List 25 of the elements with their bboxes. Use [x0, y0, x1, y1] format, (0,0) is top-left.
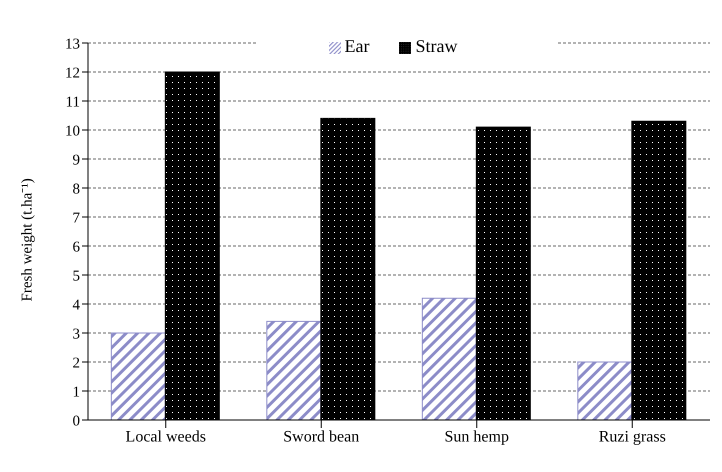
- y-tick-label: 1: [72, 384, 80, 400]
- y-axis-title: Fresh weight (t.ha⁻¹): [19, 178, 36, 302]
- y-tick-label: 4: [72, 297, 80, 314]
- bar: [110, 332, 166, 420]
- y-tick-label: 3: [72, 326, 80, 342]
- y-tick-label: 13: [65, 36, 80, 52]
- y-tick-label: 7: [72, 210, 80, 226]
- x-tick-label: Sword bean: [283, 428, 360, 446]
- x-tick-label: Ruzi grass: [598, 428, 666, 446]
- y-tick-label: 11: [66, 94, 80, 110]
- bar: [422, 298, 477, 420]
- bar: [266, 320, 322, 420]
- y-tick-label: 10: [65, 123, 80, 140]
- x-tick-label: Sun hemp: [444, 428, 509, 446]
- y-tick-label: 0: [72, 413, 80, 430]
- y-tick-label: 2: [72, 355, 80, 372]
- y-tick-label: 5: [72, 268, 80, 284]
- y-tick-label: 12: [65, 65, 80, 82]
- legend-label: Ear: [344, 36, 370, 56]
- y-tick-label: 6: [72, 239, 80, 256]
- y-tick-label: 8: [72, 181, 80, 198]
- legend-label: Straw: [415, 36, 458, 56]
- y-tick-label: 9: [72, 152, 80, 168]
- x-tick-label: Local weeds: [126, 428, 206, 446]
- bar: [577, 362, 632, 420]
